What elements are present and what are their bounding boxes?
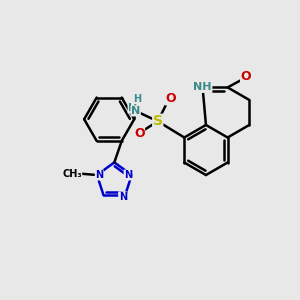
- Text: NH: NH: [193, 82, 212, 92]
- Text: N: N: [95, 170, 104, 180]
- Text: O: O: [134, 128, 145, 140]
- Text: N: N: [119, 192, 127, 202]
- Text: N: N: [124, 170, 132, 180]
- Text: S: S: [153, 114, 163, 128]
- Text: O: O: [241, 70, 251, 83]
- Text: CH₃: CH₃: [62, 169, 82, 178]
- Text: O: O: [165, 92, 176, 105]
- Text: H: H: [133, 94, 141, 103]
- Text: H: H: [128, 103, 137, 113]
- Text: N: N: [131, 106, 140, 116]
